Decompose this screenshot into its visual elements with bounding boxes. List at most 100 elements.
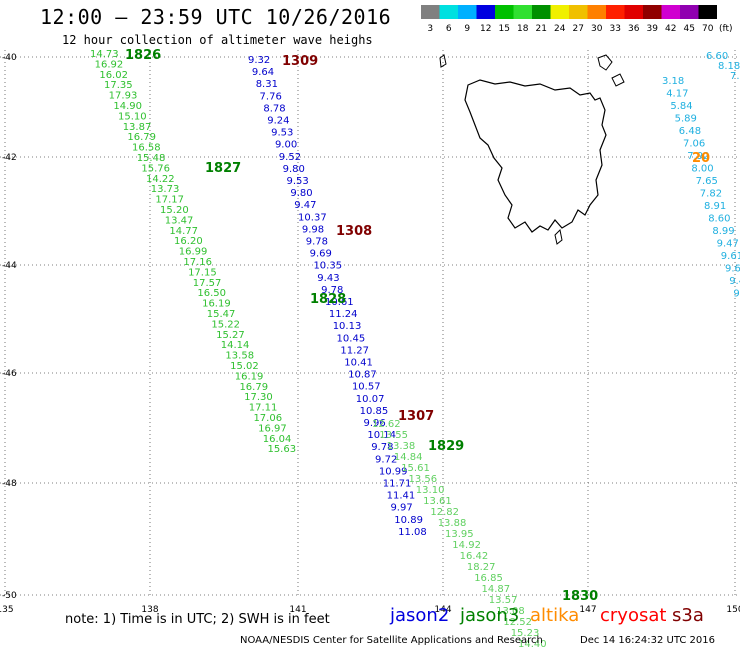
swh-value: 10.13 bbox=[333, 321, 362, 332]
swh-value: 15.47 bbox=[207, 309, 236, 320]
credit-text: NOAA/NESDIS Center for Satellite Applica… bbox=[240, 635, 543, 646]
swh-value: 6.60 bbox=[706, 51, 728, 62]
swh-value: 9.4 bbox=[729, 276, 740, 287]
swh-value: 16.85 bbox=[474, 573, 503, 584]
scale-label: 18 bbox=[517, 24, 529, 34]
scale-swatch bbox=[421, 5, 440, 19]
swh-value: 9.80 bbox=[283, 164, 305, 175]
scale-swatch bbox=[495, 5, 514, 19]
swh-value: 9.72 bbox=[375, 454, 397, 465]
swh-value: 4.17 bbox=[666, 89, 688, 100]
swh-value: 7.06 bbox=[683, 139, 705, 150]
lat-tick-label: -46 bbox=[2, 369, 17, 379]
swh-value: 15.23 bbox=[511, 628, 540, 639]
swh-value: 9.64 bbox=[252, 67, 274, 78]
swh-value: 16.20 bbox=[174, 236, 203, 247]
page-subtitle: 12 hour collection of altimeter wave hei… bbox=[62, 33, 373, 47]
swh-value: 15.27 bbox=[216, 330, 245, 341]
swh-value: 9.53 bbox=[287, 176, 309, 187]
swh-value: 9.69 bbox=[310, 249, 332, 260]
swh-value: 5.84 bbox=[670, 101, 692, 112]
scale-label: 6 bbox=[446, 24, 452, 34]
swh-value: 10.99 bbox=[379, 466, 408, 477]
scale-label: 3 bbox=[427, 24, 433, 34]
swh-value: 16.19 bbox=[235, 371, 264, 382]
lon-tick-label: 141 bbox=[289, 605, 306, 615]
swh-value: 10.35 bbox=[313, 261, 342, 272]
swh-value: 16.50 bbox=[197, 288, 226, 299]
swh-value: 13.47 bbox=[165, 215, 194, 226]
pass-labels: 1826 1309 1827 1308 1828 1307 1829 1830 20 bbox=[125, 48, 710, 604]
swh-value: 17.16 bbox=[183, 257, 212, 268]
pass-number: 1307 bbox=[398, 409, 434, 424]
lat-tick-label: -50 bbox=[2, 591, 17, 601]
swh-value: 11.08 bbox=[398, 527, 427, 538]
swh-value: 8.99 bbox=[712, 226, 734, 237]
swh-value: 18.27 bbox=[467, 562, 496, 573]
lat-tick-label: -44 bbox=[2, 261, 17, 271]
swh-value: 14.90 bbox=[113, 101, 142, 112]
swh-value: 7.76 bbox=[260, 91, 282, 102]
swh-value: 9.78 bbox=[371, 442, 393, 453]
swh-value: 3.18 bbox=[662, 76, 684, 87]
swh-value: 10.41 bbox=[344, 358, 373, 369]
swh-value: 15.10 bbox=[118, 111, 147, 122]
swh-value: 13.55 bbox=[379, 430, 408, 441]
swh-value: 9.78 bbox=[306, 237, 328, 248]
swh-value: 10.37 bbox=[298, 212, 327, 223]
swh-value: 13.10 bbox=[416, 485, 445, 496]
swh-value: 15.63 bbox=[267, 444, 296, 455]
scale-swatch bbox=[513, 5, 532, 19]
swh-value: 8.31 bbox=[256, 79, 278, 90]
scale-label: 12 bbox=[480, 24, 491, 34]
lon-tick-label: 147 bbox=[579, 605, 596, 615]
swh-value: 12.52 bbox=[503, 617, 532, 628]
swh-value: 16.19 bbox=[202, 299, 231, 310]
timestamp: Dec 14 16:24:32 UTC 2016 bbox=[580, 635, 715, 646]
swh-value: 14.77 bbox=[169, 226, 198, 237]
swh-value: 7.3 bbox=[730, 71, 740, 82]
scale-label: 39 bbox=[647, 24, 659, 34]
swh-value: 16.97 bbox=[258, 423, 287, 434]
pass-number: 1827 bbox=[205, 161, 241, 176]
swh-value: 8.60 bbox=[708, 214, 730, 225]
scale-label: 9 bbox=[464, 24, 470, 34]
swh-value: 9.53 bbox=[271, 128, 293, 139]
scale-swatch bbox=[458, 5, 477, 19]
swh-value: 9.00 bbox=[275, 140, 297, 151]
legend-jason3: jason3 bbox=[460, 605, 520, 626]
swh-value: 9.43 bbox=[317, 273, 339, 284]
swh-value: 8.18 bbox=[718, 61, 740, 72]
swh-value: 13.88 bbox=[438, 518, 467, 529]
swh-value: 11.24 bbox=[329, 309, 358, 320]
swh-value: 11.41 bbox=[387, 491, 416, 502]
swh-value: 6.48 bbox=[679, 126, 701, 137]
scale-swatch bbox=[439, 5, 458, 19]
swh-value: 9.47 bbox=[294, 200, 316, 211]
swh-value: 13.73 bbox=[151, 184, 180, 195]
swh-value: 15.22 bbox=[211, 319, 240, 330]
page-title: 12:00 — 23:59 UTC 10/26/2016 bbox=[40, 5, 392, 29]
lon-tick-label: 138 bbox=[141, 605, 158, 615]
swh-value: 13.38 bbox=[387, 441, 416, 452]
swh-value: 9.97 bbox=[390, 503, 412, 514]
king-island bbox=[439, 54, 447, 68]
pass-number: 1828 bbox=[310, 292, 346, 307]
swh-value: 10.61 bbox=[325, 297, 354, 308]
swh-value: 17.06 bbox=[253, 413, 282, 424]
swh-value: 10.85 bbox=[360, 406, 389, 417]
scale-label: 27 bbox=[573, 24, 584, 34]
swh-value: 9.24 bbox=[267, 116, 289, 127]
lat-tick-label: -42 bbox=[2, 153, 17, 163]
swh-value: 17.35 bbox=[104, 80, 133, 91]
swh-value: 7.65 bbox=[696, 176, 718, 187]
swh-value: 15.61 bbox=[401, 463, 430, 474]
scale-label: 21 bbox=[536, 24, 547, 34]
swh-tracks: 14.7316.9216.0217.3517.9314.9015.1013.87… bbox=[90, 49, 740, 650]
swh-value: 16.42 bbox=[460, 551, 489, 562]
scale-swatch bbox=[476, 5, 495, 19]
swh-value: 9.52 bbox=[279, 152, 301, 163]
swh-value: 17.30 bbox=[244, 392, 273, 403]
pass-number: 1829 bbox=[428, 439, 464, 454]
swh-value: 17.15 bbox=[188, 267, 217, 278]
